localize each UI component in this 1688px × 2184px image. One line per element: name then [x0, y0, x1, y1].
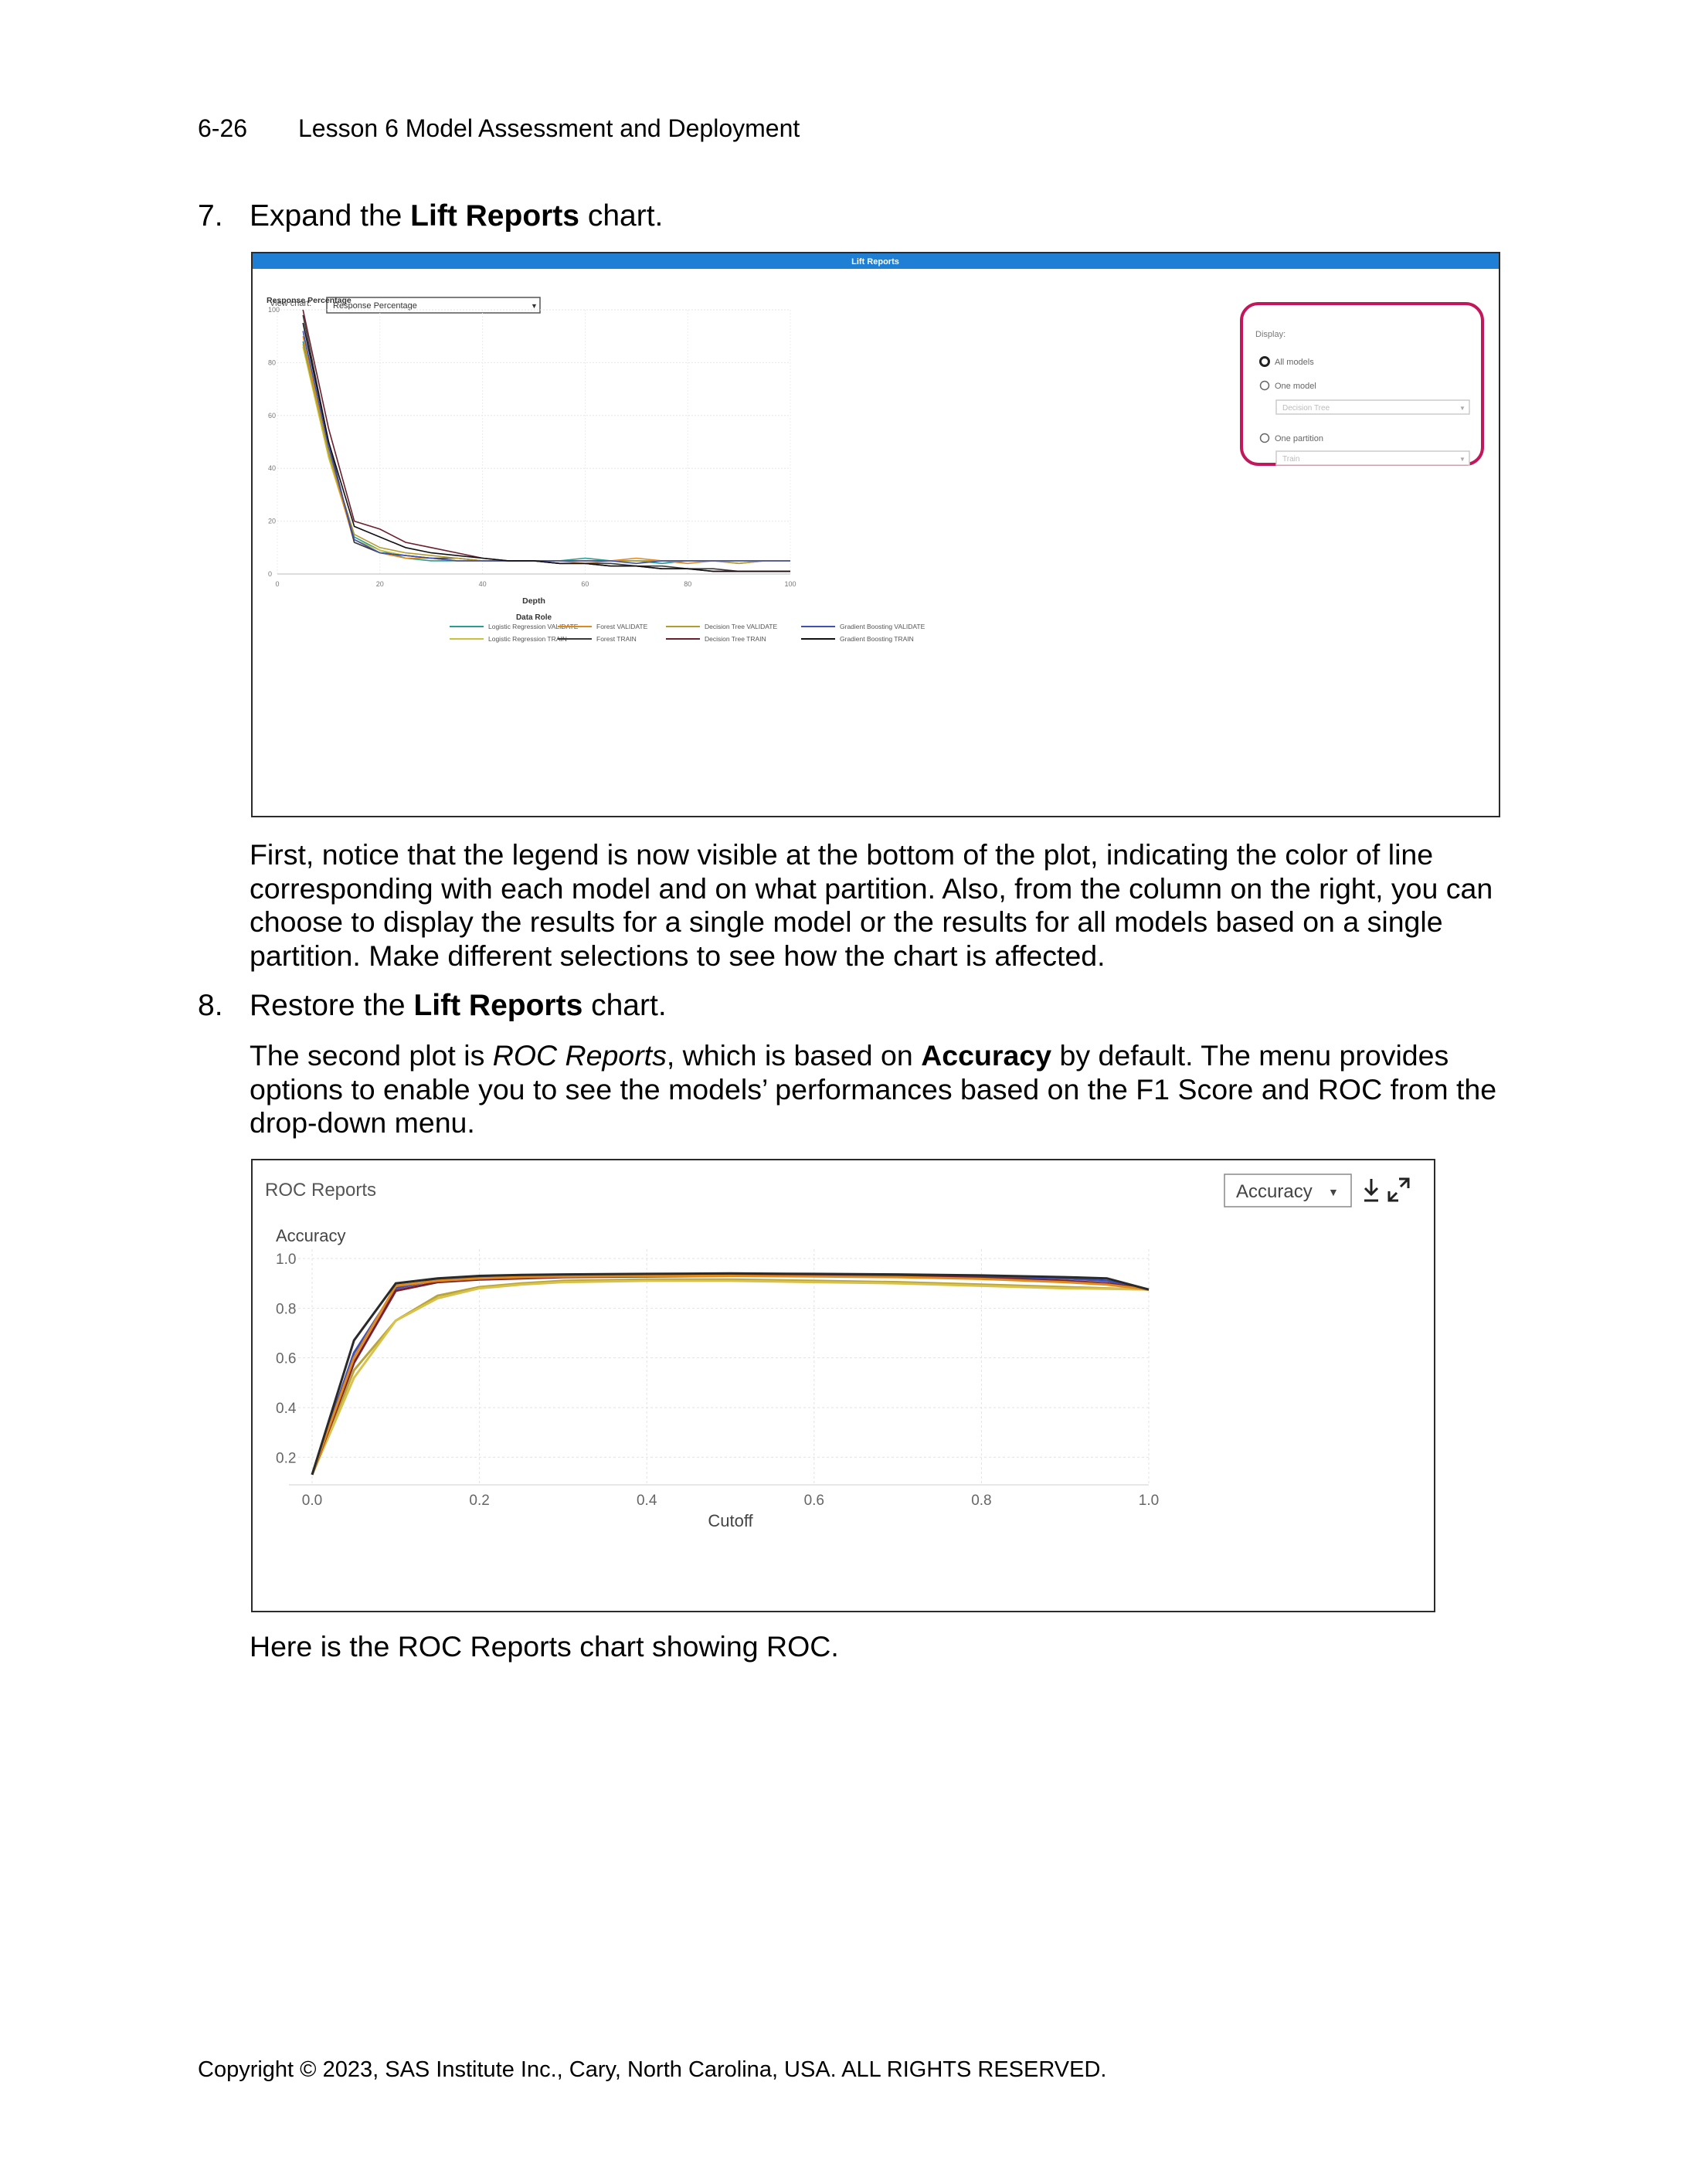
series-line [311, 1272, 1150, 1476]
x-tick-label: 80 [684, 580, 691, 588]
paragraph-roc-caption: Here is the ROC Reports chart showing RO… [250, 1630, 839, 1663]
y-tick-label: 0.2 [276, 1450, 296, 1466]
step-7: 7. Expand the Lift Reports chart. [0, 199, 1688, 238]
paragraph-roc-intro: The second plot is ROC Reports, which is… [250, 1039, 1497, 1139]
x-axis-title: Depth [522, 596, 545, 606]
roc-chart: Accuracy 0.2 0.4 0.6 0.8 1.0 0.0 0.2 0.4 0.6 0.8 1.… [276, 1226, 1159, 1530]
x-tick-label: 0.0 [302, 1493, 322, 1509]
view-chart-label: View chart: [270, 299, 311, 308]
expand-icon[interactable] [1387, 1177, 1410, 1202]
y-axis-title: Response Percentage [267, 296, 352, 305]
y-axis-title: Accuracy [276, 1226, 345, 1245]
radio-all-models[interactable]: All models [1259, 356, 1315, 368]
x-tick-label: 40 [479, 580, 487, 588]
x-tick-label: 0.8 [971, 1493, 991, 1509]
roc-reports-panel: ROC Reports Accuracy ▼ Accuracy 0.2 0.4 0.6… [265, 1174, 1410, 1530]
radio-one-model[interactable]: One model [1259, 380, 1316, 392]
chevron-down-icon: ▼ [531, 302, 538, 310]
x-tick-label: 0.4 [637, 1493, 657, 1509]
roc-reports-screenshot: ROC Reports Accuracy ▼ Accuracy 0.2 0.4 0.6… [251, 1159, 1435, 1612]
x-tick-label: 100 [784, 580, 796, 588]
x-tick-label: 20 [376, 580, 384, 588]
y-tick-label: 0.4 [276, 1401, 297, 1417]
x-tick-label: 1.0 [1139, 1493, 1159, 1509]
display-label: Display: [1255, 330, 1286, 339]
legend-label: Forest VALIDATE [596, 623, 648, 630]
radio-label: One model [1275, 382, 1316, 391]
series-line [302, 336, 790, 565]
lift-chart: Response Percentage 0 20 40 60 80 100 0 20 40 60 80… [267, 296, 926, 643]
step-text: Expand the Lift Reports chart. [250, 199, 664, 233]
y-tick-label: 80 [268, 358, 276, 366]
chevron-down-icon: ▼ [1459, 405, 1466, 412]
radio-one-partition[interactable]: One partition [1259, 433, 1323, 444]
step-8: 8. Restore the Lift Reports chart. [0, 989, 1688, 1027]
y-tick-label: 0.8 [276, 1301, 296, 1317]
page-number: 6-26 [198, 114, 248, 142]
legend-label: Decision Tree TRAIN [705, 635, 766, 643]
radio-label: One partition [1275, 434, 1323, 443]
chevron-down-icon: ▼ [1459, 456, 1466, 463]
series-line [302, 309, 790, 572]
panel-title: Lift Reports [851, 257, 899, 267]
step-text: Restore the Lift Reports chart. [250, 989, 667, 1022]
legend-label: Decision Tree VALIDATE [705, 623, 777, 630]
panel-title: ROC Reports [265, 1180, 376, 1201]
y-tick-label: 60 [268, 412, 276, 419]
step-number: 7. [198, 199, 223, 233]
partition-select-value: Train [1282, 455, 1299, 464]
series-line [302, 314, 790, 572]
model-select[interactable]: Decision Tree ▼ [1275, 399, 1470, 415]
partition-select[interactable]: Train ▼ [1275, 450, 1470, 466]
y-tick-label: 40 [268, 464, 276, 472]
series-line [311, 1278, 1150, 1476]
view-chart-value: Response Percentage [333, 301, 417, 311]
copyright-footer: Copyright © 2023, SAS Institute Inc., Ca… [198, 2057, 1107, 2082]
radio-label: All models [1275, 358, 1314, 367]
paragraph-legend-note: First, notice that the legend is now vis… [250, 838, 1493, 972]
series-line [302, 344, 790, 565]
step-number: 8. [198, 989, 223, 1022]
legend-label: Logistic Regression VALIDATE [488, 623, 579, 630]
metric-dropdown[interactable]: Accuracy ▼ [1224, 1174, 1352, 1207]
series-line [311, 1273, 1150, 1476]
series-line [302, 322, 790, 572]
legend-label: Forest TRAIN [596, 635, 637, 643]
x-tick-label: 0 [275, 580, 279, 588]
series-line [311, 1279, 1150, 1476]
series-line [311, 1275, 1150, 1476]
series-line [302, 331, 790, 565]
legend-title: Data Role [516, 613, 552, 622]
series-line [302, 341, 790, 565]
x-tick-label: 60 [581, 580, 589, 588]
x-tick-label: 0.2 [469, 1493, 489, 1509]
x-tick-label: 0.6 [804, 1493, 824, 1509]
series-line [302, 346, 790, 562]
lift-reports-panel: Lift Reports View chart: Response Percen… [253, 253, 1499, 643]
lesson-title: Lesson 6 Model Assessment and Deployment [298, 114, 800, 142]
title-bar [253, 253, 1499, 269]
y-tick-label: 0.6 [276, 1351, 296, 1367]
y-tick-label: 1.0 [276, 1252, 296, 1268]
y-tick-label: 100 [268, 306, 280, 314]
legend-label: Gradient Boosting TRAIN [840, 635, 914, 643]
series-line [311, 1275, 1150, 1476]
chevron-down-icon: ▼ [1328, 1186, 1339, 1198]
metric-dropdown-value: Accuracy [1236, 1181, 1313, 1202]
model-select-value: Decision Tree [1282, 404, 1330, 413]
y-tick-label: 20 [268, 518, 276, 525]
running-header: 6-26 Lesson 6 Model Assessment and Deploy… [198, 114, 800, 143]
view-chart-select[interactable]: Response Percentage ▼ [326, 297, 541, 314]
download-icon[interactable] [1364, 1179, 1379, 1202]
legend-label: Gradient Boosting VALIDATE [840, 623, 926, 630]
legend-label: Logistic Regression TRAIN [488, 635, 567, 643]
y-tick-label: 0 [268, 570, 272, 578]
x-axis-title: Cutoff [708, 1511, 753, 1530]
lift-reports-screenshot: Lift Reports View chart: Response Percen… [251, 252, 1500, 817]
